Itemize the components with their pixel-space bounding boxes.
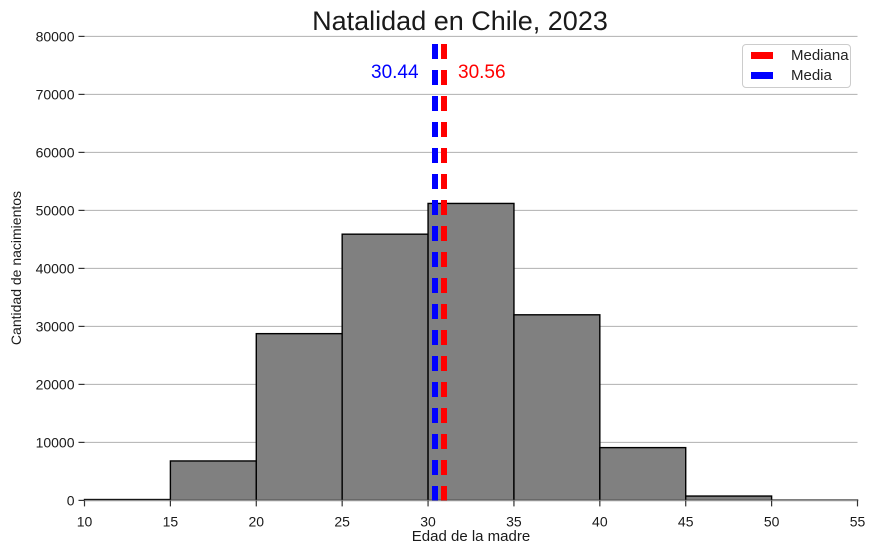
svg-text:55: 55	[850, 513, 866, 529]
svg-text:40000: 40000	[36, 260, 75, 276]
svg-text:80000: 80000	[36, 28, 75, 44]
svg-text:40: 40	[592, 513, 608, 529]
svg-text:10000: 10000	[36, 434, 75, 450]
svg-text:30000: 30000	[36, 318, 75, 334]
svg-text:45: 45	[678, 513, 694, 529]
svg-text:30: 30	[420, 513, 436, 529]
svg-text:20: 20	[248, 513, 264, 529]
svg-text:70000: 70000	[36, 86, 75, 102]
svg-text:60000: 60000	[36, 144, 75, 160]
svg-text:0: 0	[67, 492, 75, 508]
svg-text:25: 25	[334, 513, 350, 529]
svg-text:10: 10	[77, 513, 93, 529]
svg-text:35: 35	[506, 513, 522, 529]
svg-text:50000: 50000	[36, 202, 75, 218]
svg-text:20000: 20000	[36, 376, 75, 392]
svg-text:15: 15	[163, 513, 179, 529]
svg-text:50: 50	[764, 513, 780, 529]
